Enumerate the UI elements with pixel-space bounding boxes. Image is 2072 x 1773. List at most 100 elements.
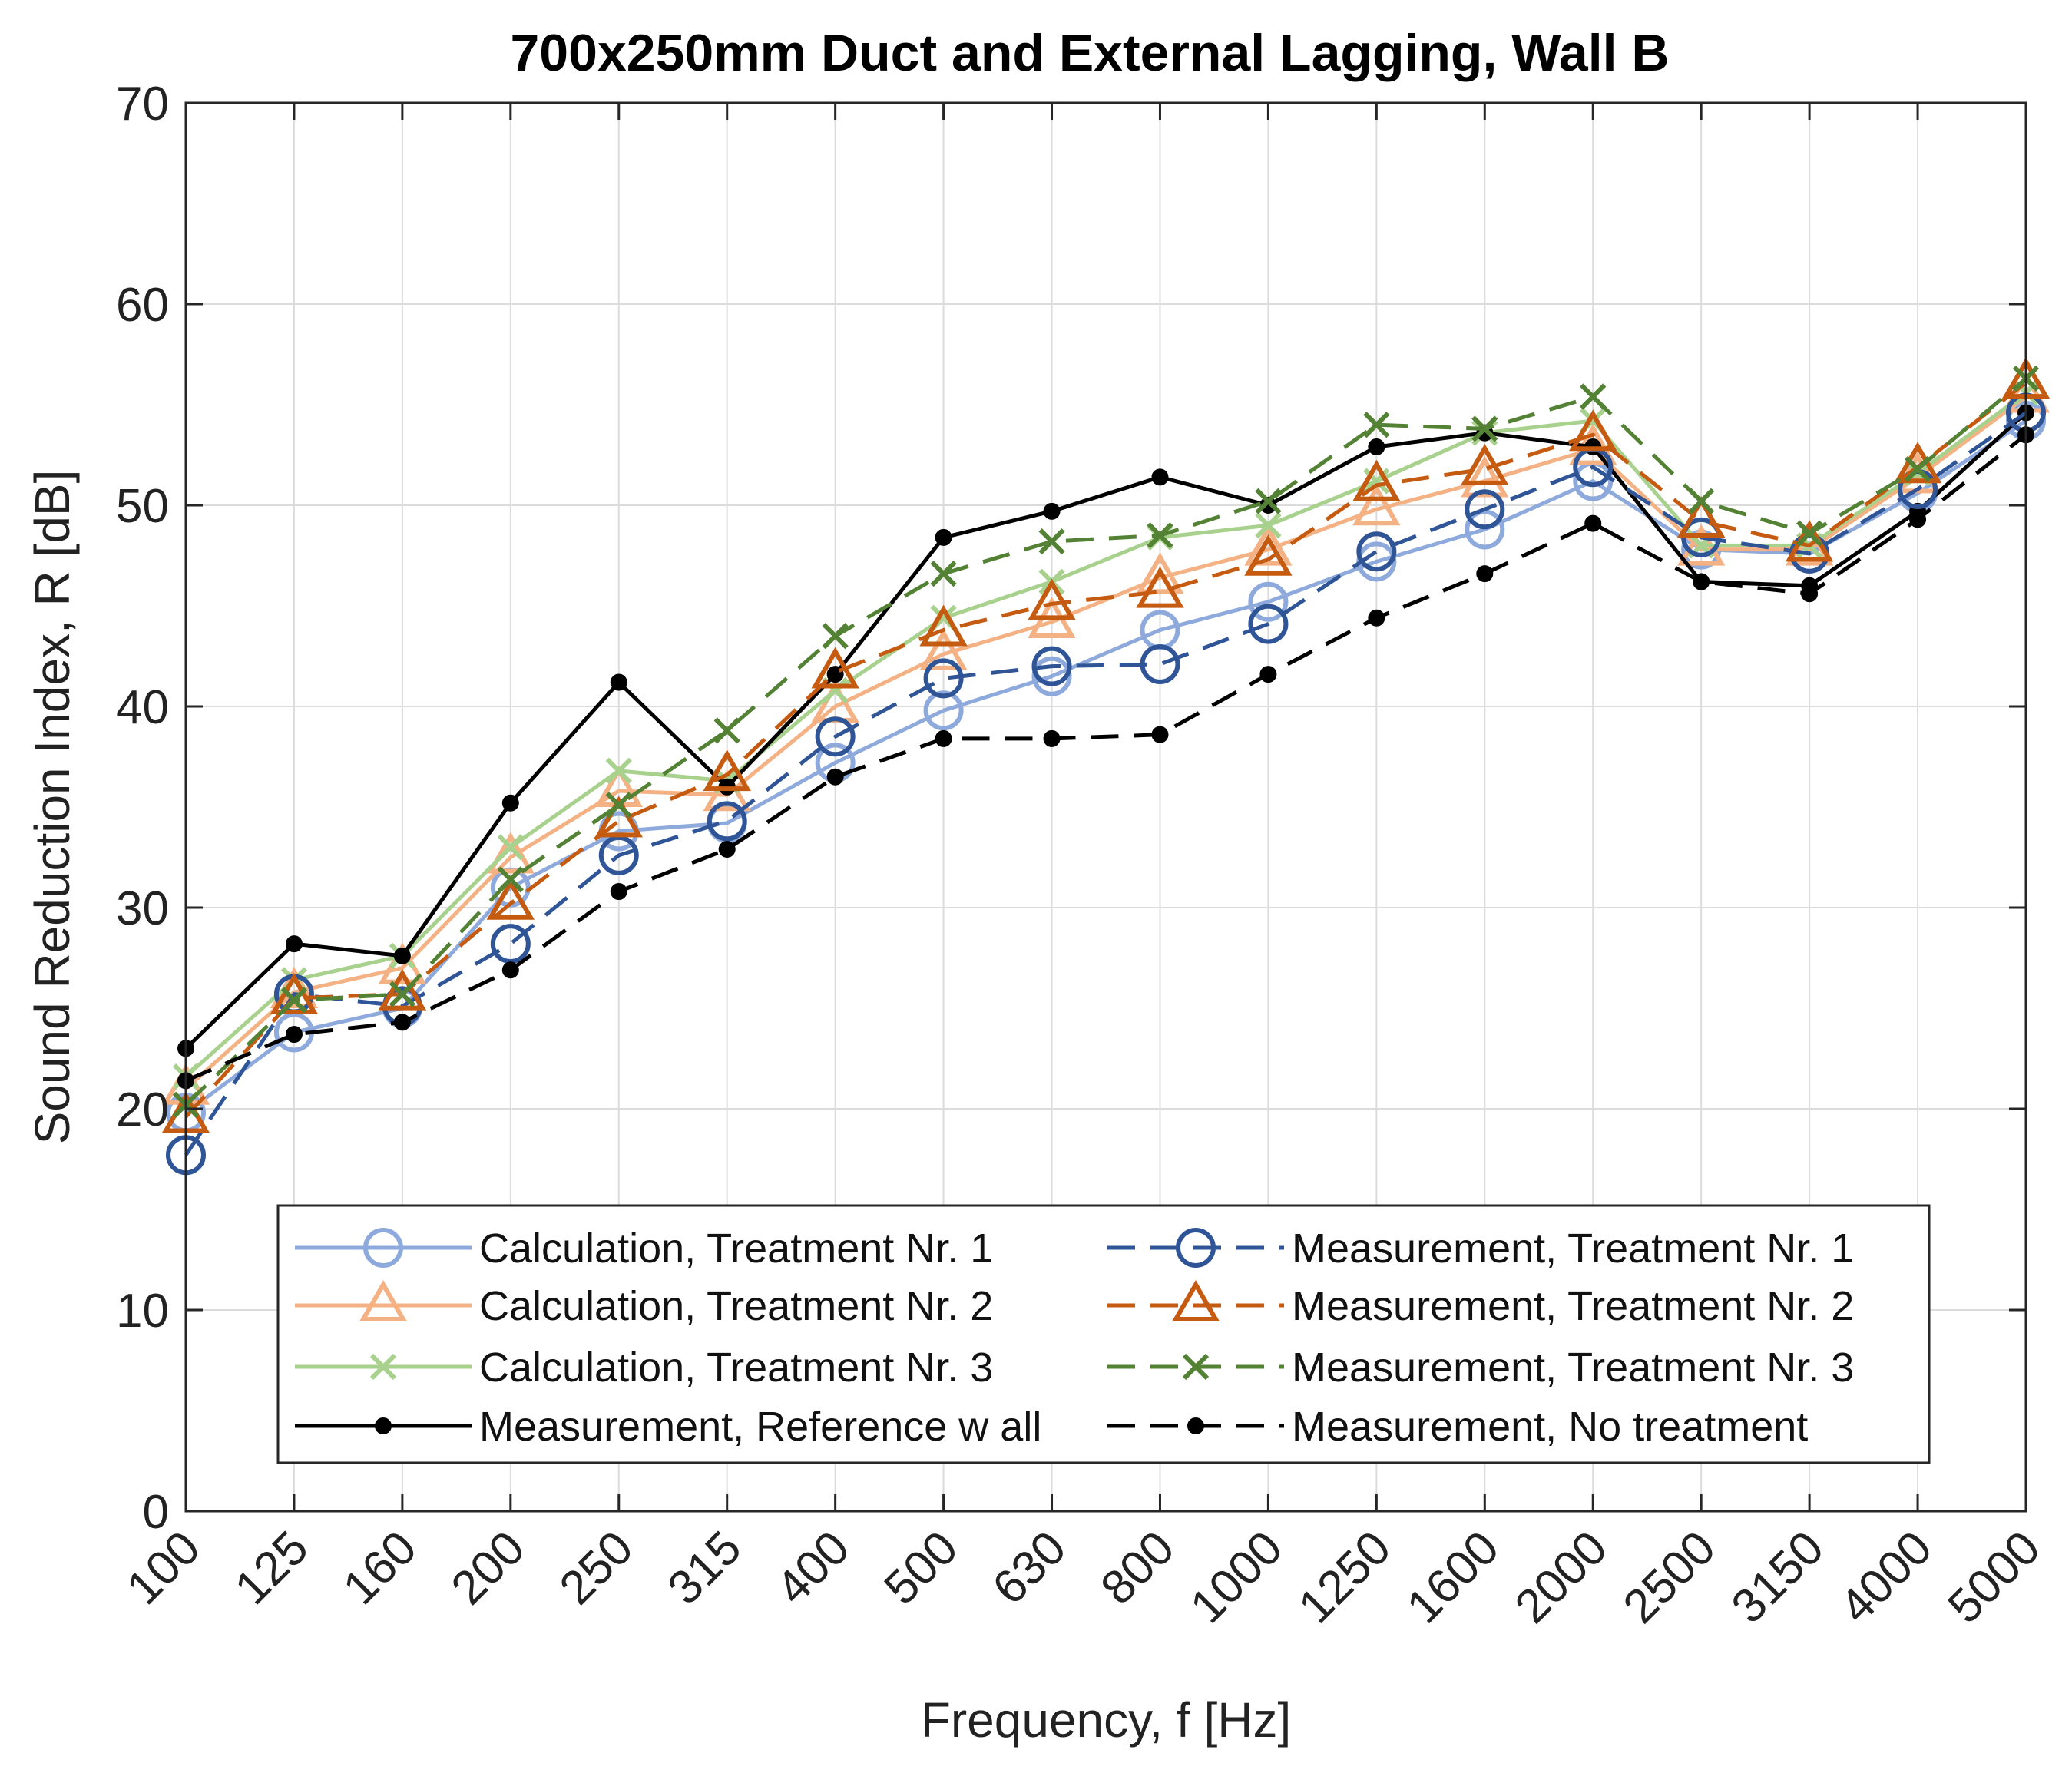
series-line xyxy=(184,381,2027,1119)
data-point xyxy=(1136,566,1184,608)
data-point xyxy=(713,717,740,744)
data-point xyxy=(1461,455,1509,498)
data-point xyxy=(501,794,519,812)
data-point xyxy=(393,947,411,964)
y-tick-label: 70 xyxy=(116,78,169,131)
data-point xyxy=(1356,531,1397,572)
data-point xyxy=(1688,488,1715,514)
data-point xyxy=(610,673,627,691)
y-tick-label: 20 xyxy=(116,1083,169,1136)
data-point xyxy=(935,528,952,546)
data-point xyxy=(1909,511,1927,528)
data-point xyxy=(378,968,427,1011)
plot-area-frame xyxy=(184,101,2027,1513)
data-point xyxy=(1476,565,1494,583)
legend-swatch-marker xyxy=(1187,1417,1204,1434)
data-point xyxy=(270,972,319,1014)
data-point xyxy=(1248,581,1289,622)
y-tick-label: 50 xyxy=(116,480,169,533)
data-point xyxy=(1255,512,1282,539)
data-point xyxy=(811,647,859,689)
data-point xyxy=(605,757,632,784)
legend-label: Calculation, Treatment Nr. 3 xyxy=(479,1345,993,1391)
data-point xyxy=(1248,604,1289,644)
series-6 xyxy=(172,365,2040,1118)
data-point xyxy=(1368,609,1385,627)
data-point xyxy=(285,935,303,953)
series-line xyxy=(185,433,2027,1083)
legend-label: Calculation, Treatment Nr. 2 xyxy=(479,1283,993,1329)
data-point xyxy=(490,924,531,964)
x-axis-label: Frequency, f [Hz] xyxy=(921,1692,1292,1748)
legend-entry: Measurement, Treatment Nr. 1 xyxy=(1107,1226,1854,1272)
data-point xyxy=(389,981,416,1007)
data-point xyxy=(718,841,736,858)
data-point xyxy=(815,716,856,757)
legend-label: Measurement, Treatment Nr. 3 xyxy=(1292,1345,1854,1391)
data-point xyxy=(501,961,519,979)
legend-label: Measurement, No treatment xyxy=(1292,1404,1808,1450)
data-point xyxy=(1580,383,1607,410)
series-7 xyxy=(177,426,2034,1090)
legend-box xyxy=(276,1204,1931,1464)
data-point xyxy=(1471,415,1498,442)
legend-entry: Measurement, Treatment Nr. 3 xyxy=(1107,1345,1854,1391)
legend-label: Measurement, Reference w all xyxy=(479,1404,1041,1450)
data-point xyxy=(1569,409,1617,452)
data-point xyxy=(1244,534,1293,576)
data-point xyxy=(486,878,535,920)
data-point xyxy=(1140,643,1180,684)
data-point xyxy=(1043,729,1061,747)
data-point xyxy=(1693,573,1710,590)
data-point xyxy=(919,628,968,670)
series-line xyxy=(184,395,2027,1090)
data-point xyxy=(598,835,639,875)
data-point xyxy=(919,604,968,647)
data-point xyxy=(497,834,524,861)
data-point xyxy=(1136,552,1184,594)
data-point xyxy=(486,832,535,874)
data-point xyxy=(393,1014,411,1031)
data-point xyxy=(1352,484,1401,526)
data-point xyxy=(1352,459,1401,501)
data-point xyxy=(1038,528,1065,555)
data-point xyxy=(610,883,627,901)
data-point xyxy=(935,729,952,747)
legend-label: Measurement, Treatment Nr. 2 xyxy=(1292,1283,1854,1329)
legend-swatch-marker xyxy=(1171,1280,1220,1321)
legend-swatch-marker xyxy=(1176,1228,1216,1268)
y-tick-label: 60 xyxy=(116,279,169,332)
data-point xyxy=(1904,455,1931,482)
legend-swatch-marker xyxy=(1182,1353,1210,1381)
series-line xyxy=(184,377,2027,1106)
legend-label: Calculation, Treatment Nr. 1 xyxy=(479,1226,993,1272)
data-point xyxy=(1028,578,1076,620)
data-point xyxy=(1584,514,1602,532)
y-tick-label: 30 xyxy=(116,882,169,935)
data-point xyxy=(1461,443,1509,485)
data-point xyxy=(1893,442,1942,484)
chart-title: 700x250mm Duct and External Lagging, Wal… xyxy=(510,24,1669,82)
legend-entry: Measurement, Treatment Nr. 2 xyxy=(1107,1280,1854,1329)
data-point xyxy=(1465,489,1505,530)
data-point xyxy=(285,1026,303,1044)
legend-swatch-marker xyxy=(363,1228,403,1268)
data-point xyxy=(1244,524,1293,566)
data-point xyxy=(707,801,747,842)
legend-entry: Measurement, No treatment xyxy=(1107,1404,1808,1450)
data-point xyxy=(1151,468,1169,486)
legend-label: Measurement, Treatment Nr. 1 xyxy=(1292,1226,1854,1272)
data-point xyxy=(923,690,964,731)
legend-entry: Measurement, Reference w all xyxy=(295,1404,1041,1450)
data-point xyxy=(1255,488,1282,514)
y-tick-label: 10 xyxy=(116,1285,169,1338)
data-point xyxy=(1147,522,1173,549)
legend-swatch-marker xyxy=(375,1417,392,1434)
data-point xyxy=(822,623,849,650)
data-point xyxy=(1151,726,1169,743)
y-tick-label: 0 xyxy=(143,1486,169,1539)
data-point xyxy=(1676,495,1726,538)
data-point xyxy=(1368,438,1385,456)
